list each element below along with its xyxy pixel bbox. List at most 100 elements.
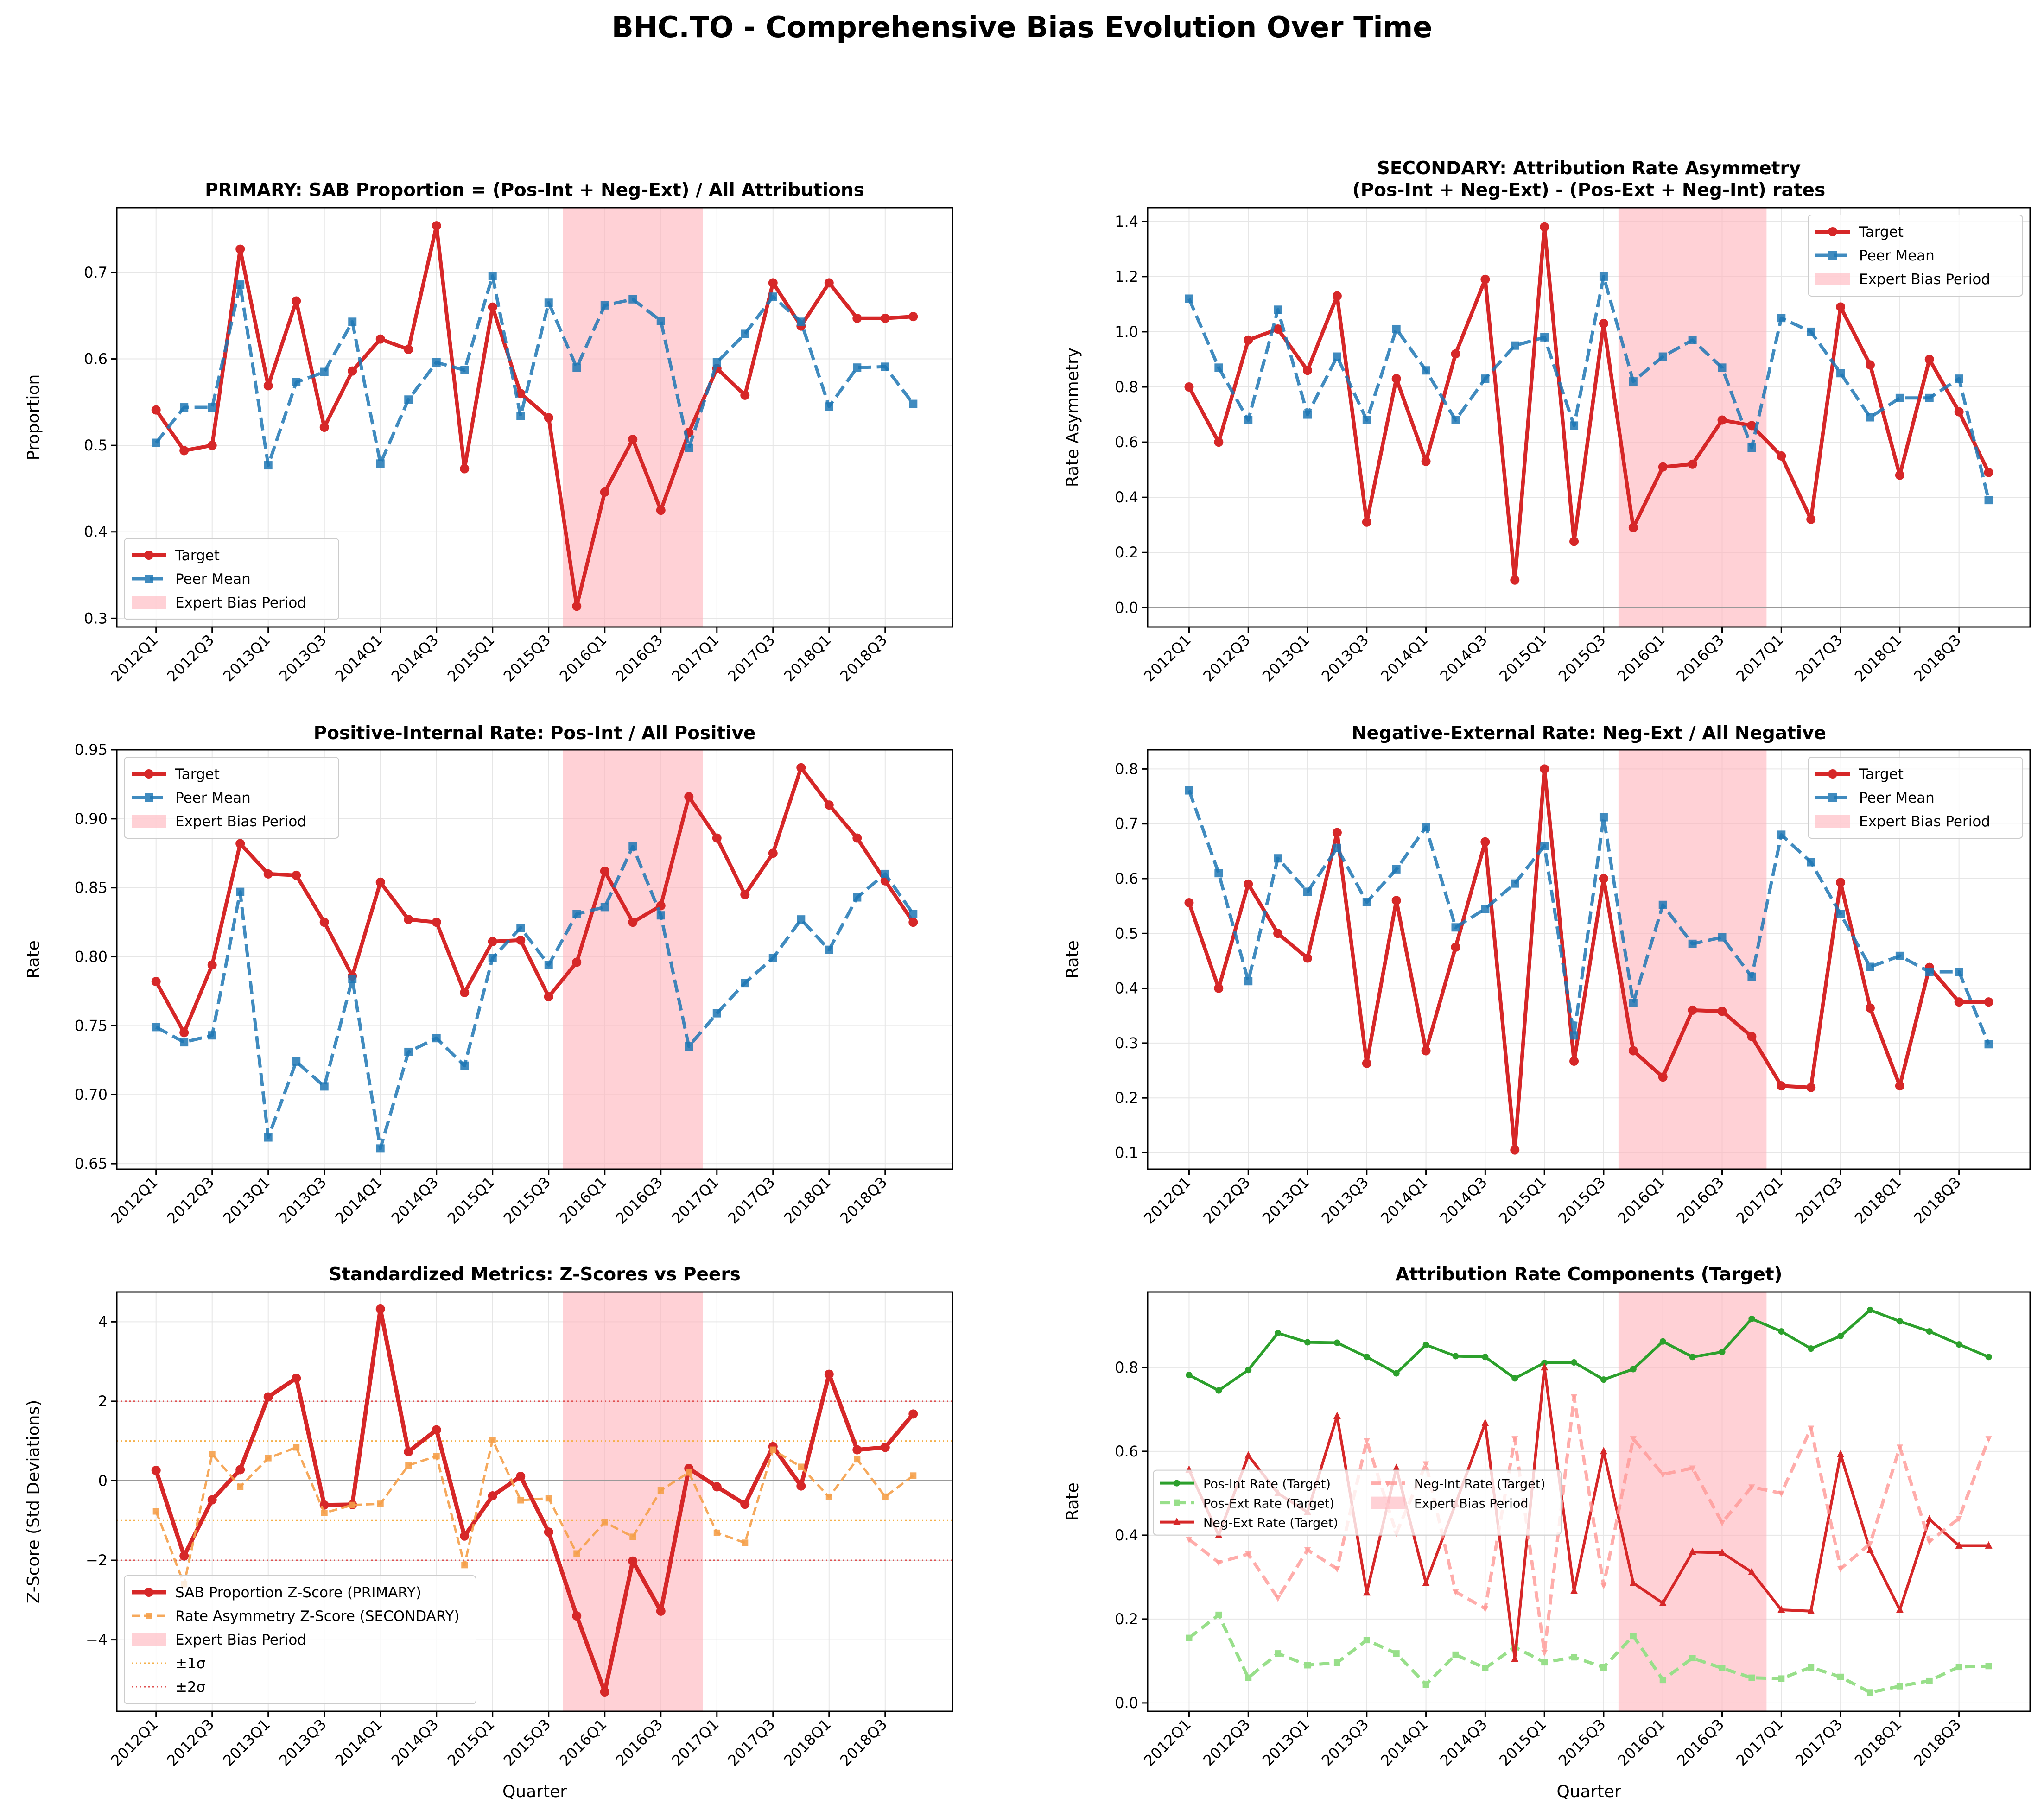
axes-frame bbox=[116, 207, 953, 628]
series-line bbox=[1188, 1613, 1989, 1694]
data-point bbox=[1186, 1537, 1193, 1544]
data-point bbox=[1866, 1689, 1873, 1696]
data-point bbox=[796, 1481, 806, 1491]
legend-label: Peer Mean bbox=[175, 571, 251, 588]
data-point bbox=[1452, 1589, 1459, 1596]
series-line bbox=[1188, 1308, 1989, 1392]
data-point bbox=[628, 435, 638, 444]
data-point bbox=[1747, 1032, 1757, 1041]
data-point bbox=[1304, 1339, 1311, 1346]
series-line bbox=[1187, 790, 1990, 1045]
data-point bbox=[460, 366, 469, 374]
data-point bbox=[460, 1531, 470, 1541]
y-tick-label: 0.80 bbox=[75, 948, 108, 966]
data-point bbox=[1482, 1665, 1489, 1671]
data-point bbox=[1658, 900, 1667, 909]
legend-swatch-band bbox=[1371, 1496, 1405, 1509]
y-tick-label: 0.5 bbox=[1115, 924, 1138, 942]
legend: Target Peer Mean Expert Bias Period bbox=[1808, 757, 2023, 839]
legend-swatch-marker bbox=[144, 551, 153, 560]
data-point bbox=[461, 1562, 468, 1569]
data-point bbox=[1600, 1583, 1607, 1589]
data-point bbox=[1482, 1606, 1489, 1613]
data-point bbox=[1629, 999, 1638, 1007]
series-line bbox=[1187, 225, 1991, 582]
data-point bbox=[1599, 319, 1608, 329]
data-point bbox=[1333, 843, 1341, 852]
legend: SAB Proportion Z-Score (PRIMARY) Rate Asy… bbox=[124, 1575, 476, 1704]
data-point bbox=[1984, 997, 1993, 1007]
y-tick-label: 0.6 bbox=[1115, 870, 1138, 887]
data-point bbox=[1511, 1375, 1518, 1382]
data-point bbox=[1777, 830, 1786, 839]
legend-box bbox=[124, 538, 339, 620]
data-point bbox=[881, 869, 889, 878]
data-point bbox=[544, 992, 553, 1001]
data-point bbox=[1600, 1447, 1607, 1455]
data-point bbox=[1688, 336, 1697, 344]
data-point bbox=[1215, 1611, 1222, 1618]
data-point bbox=[1630, 1436, 1637, 1443]
data-point bbox=[320, 1082, 329, 1091]
data-point bbox=[685, 1042, 693, 1051]
legend: Target Peer Mean Expert Bias Period bbox=[124, 757, 339, 839]
panel-title: Attribution Rate Components (Target) bbox=[1396, 1264, 1783, 1285]
legend-label: Expert Bias Period bbox=[1859, 813, 1990, 830]
data-point bbox=[1926, 1677, 1933, 1684]
y-tick-label: 0.0 bbox=[1115, 1694, 1138, 1712]
data-point bbox=[1806, 1083, 1816, 1092]
data-point bbox=[1570, 421, 1579, 430]
data-point bbox=[1717, 415, 1727, 425]
legend-label: Expert Bias Period bbox=[1859, 271, 1990, 288]
data-point bbox=[1333, 352, 1341, 361]
legend-box bbox=[1153, 1469, 1562, 1536]
data-point bbox=[1245, 1674, 1252, 1681]
data-point bbox=[1510, 575, 1520, 585]
y-tick-label: 0.7 bbox=[1115, 815, 1138, 833]
data-point bbox=[348, 366, 357, 376]
y-tick-label: 0.65 bbox=[75, 1155, 108, 1172]
data-point bbox=[1275, 1330, 1282, 1336]
data-point bbox=[1954, 407, 1964, 417]
panel-title: PRIMARY: SAB Proportion = (Pos-Int + Neg… bbox=[205, 180, 864, 201]
legend-label: Target bbox=[175, 547, 220, 564]
legend-swatch-marker bbox=[1384, 1481, 1391, 1488]
data-point bbox=[432, 918, 441, 927]
data-point bbox=[684, 792, 694, 802]
legend-swatch-band bbox=[1815, 273, 1850, 285]
data-point bbox=[320, 367, 329, 376]
data-point bbox=[853, 363, 862, 372]
y-tick-label: 0.6 bbox=[84, 350, 108, 368]
data-point bbox=[1659, 1677, 1666, 1684]
data-point bbox=[1569, 1056, 1579, 1066]
data-point bbox=[1421, 1046, 1431, 1056]
data-point bbox=[852, 313, 862, 323]
data-point bbox=[1333, 1339, 1340, 1346]
data-point bbox=[1658, 1072, 1668, 1082]
y-tick-label: 0.85 bbox=[75, 879, 108, 897]
data-point bbox=[1836, 369, 1845, 378]
data-point bbox=[657, 1487, 664, 1494]
axes-frame bbox=[1147, 749, 2031, 1170]
data-point bbox=[1718, 363, 1727, 372]
y-tick-label: 0.8 bbox=[1115, 378, 1138, 396]
y-tick-label: 4 bbox=[98, 1313, 108, 1330]
legend-swatch-band bbox=[132, 1633, 166, 1646]
x-axis-label: Quarter bbox=[502, 1782, 567, 1801]
legend-label: Rate Asymmetry Z-Score (SECONDARY) bbox=[175, 1608, 459, 1625]
data-point bbox=[1599, 813, 1608, 822]
data-point bbox=[460, 988, 470, 997]
data-point bbox=[1480, 837, 1490, 847]
panel-title: Standardized Metrics: Z-Scores vs Peers bbox=[329, 1264, 741, 1285]
axes-frame bbox=[1147, 1291, 2031, 1712]
series-line bbox=[155, 1438, 914, 1585]
series-line bbox=[155, 844, 915, 1150]
data-point bbox=[685, 443, 693, 452]
data-point bbox=[1955, 968, 1963, 976]
panel-subtitle: (Pos-Int + Neg-Ext) - (Pos-Ext + Neg-Int… bbox=[1352, 180, 1825, 201]
legend-swatch-marker bbox=[1173, 1518, 1181, 1526]
data-point bbox=[1954, 997, 1964, 1007]
data-point bbox=[1837, 1333, 1844, 1340]
legend-label: Target bbox=[1859, 224, 1904, 241]
